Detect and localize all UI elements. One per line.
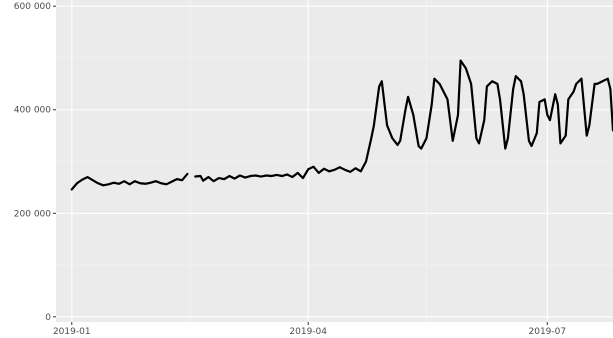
x-tick-label: 2019-07 <box>529 327 567 337</box>
x-tick-label: 2019-01 <box>53 327 91 337</box>
grid-major <box>56 0 613 322</box>
plot-panel <box>56 0 613 322</box>
x-axis: 2019-01 2019-04 2019-07 <box>53 322 566 337</box>
y-axis: 0 200 000 400 000 600 000 <box>14 2 56 323</box>
series-layer <box>70 59 613 191</box>
y-tick-label: 400 000 <box>14 106 51 116</box>
series-line-segment-2 <box>194 59 613 183</box>
y-tick-label: 0 <box>45 313 51 323</box>
y-tick-label: 200 000 <box>14 209 51 219</box>
series-line-segment-1 <box>70 172 189 191</box>
grid-minor <box>56 0 613 322</box>
y-tick-label: 600 000 <box>14 2 51 12</box>
x-tick-label: 2019-04 <box>289 327 327 337</box>
